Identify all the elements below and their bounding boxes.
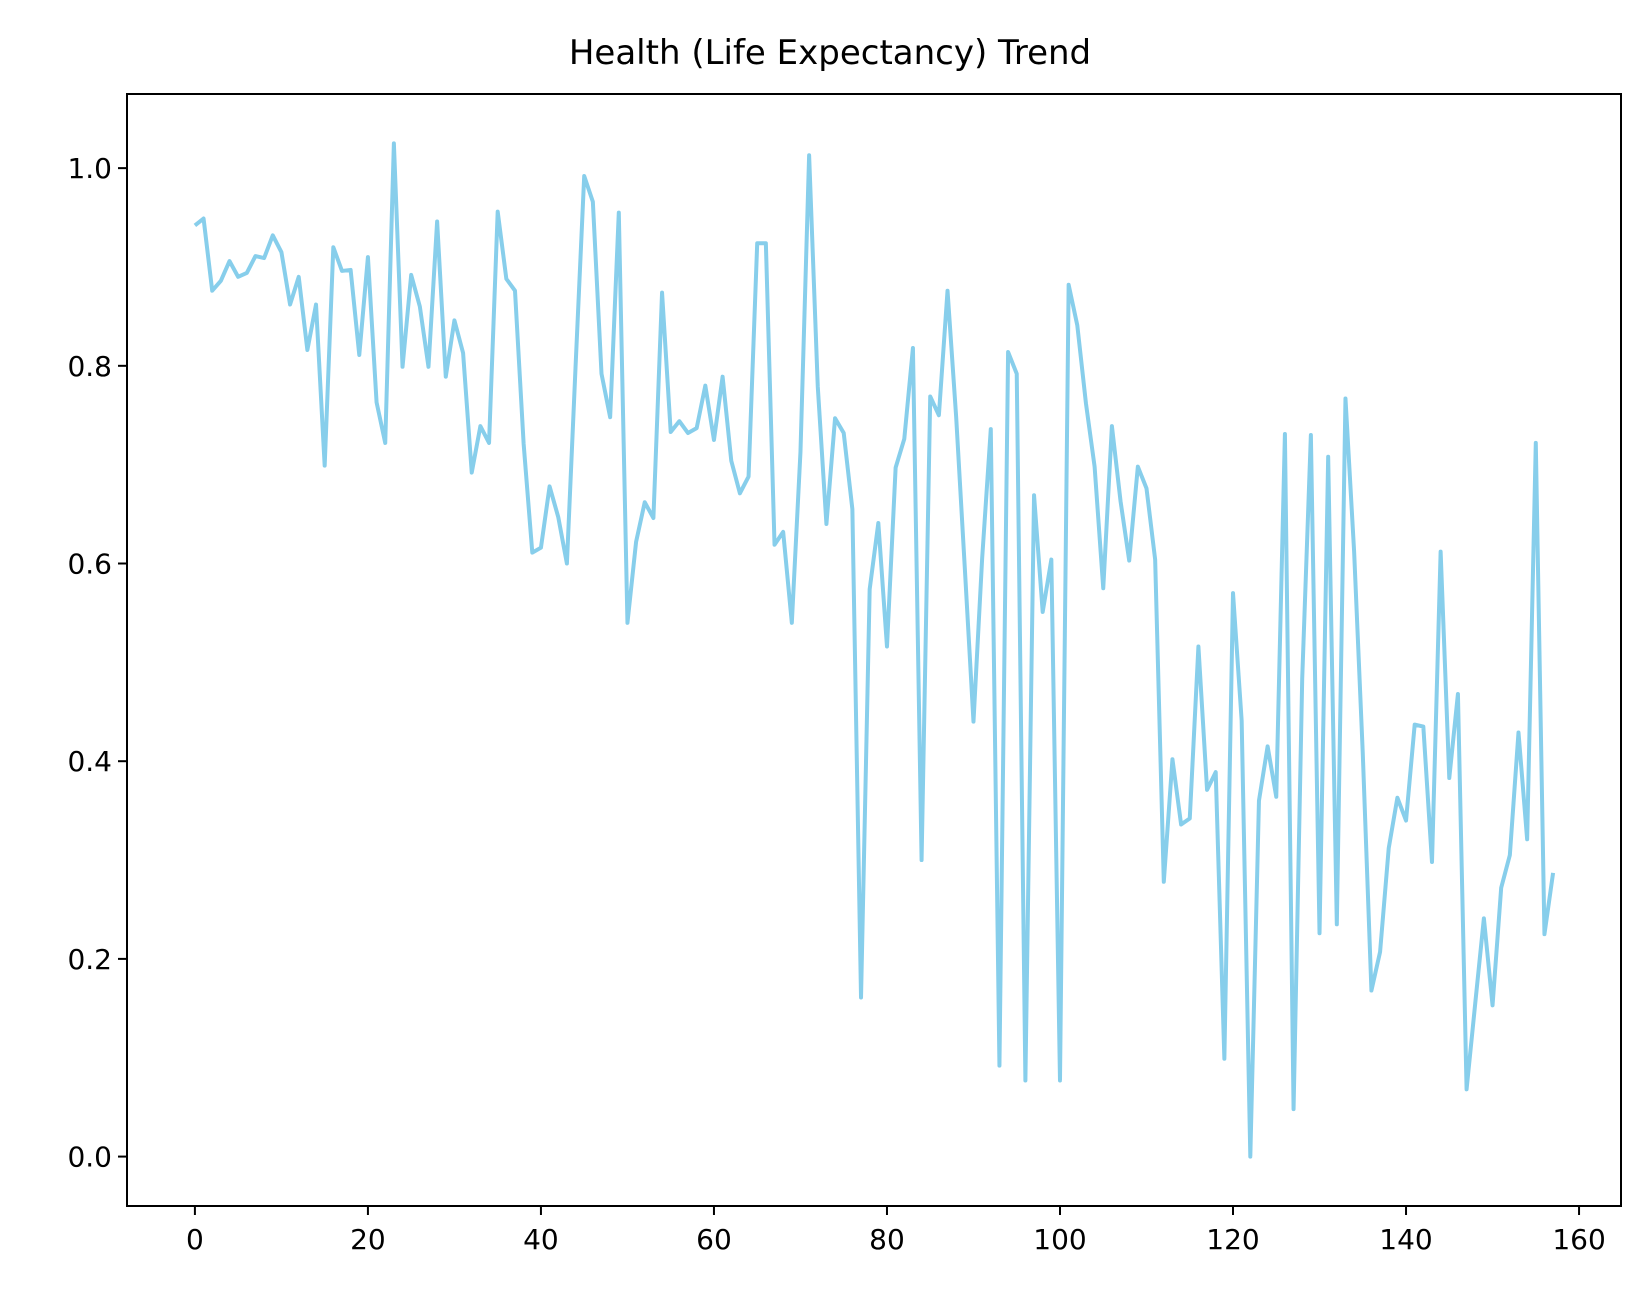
y-tick-label: 0.6: [67, 548, 112, 581]
series-line: [193, 141, 1556, 1159]
plot-area: [193, 141, 1556, 1159]
y-tick-label: 1.0: [67, 152, 112, 185]
y-tick-label: 0.4: [67, 745, 112, 778]
chart-title: Health (Life Expectancy) Trend: [569, 33, 1091, 73]
x-tick-label: 80: [869, 1223, 905, 1256]
x-tick-label: 100: [1033, 1223, 1086, 1256]
x-tick-label: 160: [1552, 1223, 1605, 1256]
y-tick-label: 0.8: [67, 350, 112, 383]
x-tick-label: 0: [186, 1223, 204, 1256]
x-tick-label: 40: [523, 1223, 559, 1256]
x-axis: 0 20 40 60 80 100 120 140 160: [186, 1206, 1606, 1256]
x-tick-label: 20: [350, 1223, 386, 1256]
y-axis: 0.0 0.2 0.4 0.6 0.8 1.0: [67, 152, 127, 1174]
x-tick-label: 120: [1206, 1223, 1259, 1256]
x-tick-label: 60: [696, 1223, 732, 1256]
x-tick-label: 140: [1379, 1223, 1432, 1256]
y-tick-label: 0.2: [67, 943, 112, 976]
axes-frame: [126, 93, 1622, 1207]
y-tick-label: 0.0: [67, 1141, 112, 1174]
